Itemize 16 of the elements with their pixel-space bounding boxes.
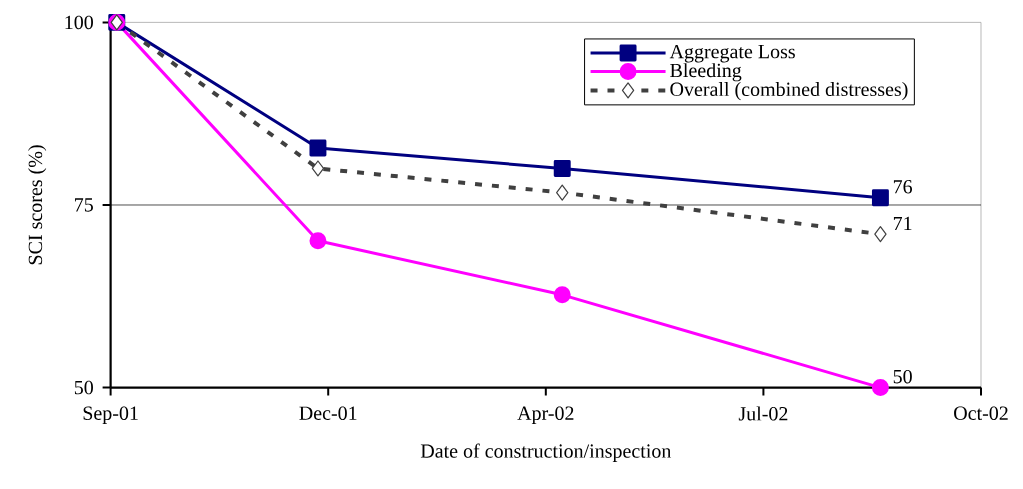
x-axis-title: Date of construction/inspection	[420, 443, 672, 462]
data-label: 71	[893, 216, 912, 230]
y-tick-label: 75	[75, 198, 93, 212]
legend-label: Aggregate Loss	[669, 44, 795, 63]
x-tick-label: Dec-01	[299, 406, 357, 420]
y-tick-label: 50	[74, 380, 93, 395]
x-tick-label: Jul-02	[738, 406, 788, 421]
legend-label: Overall (combined distresses)	[670, 82, 908, 101]
data-label: 76	[893, 180, 913, 194]
y-tick-label: 100	[65, 15, 93, 30]
y-axis-title: SCI scores (%)	[28, 145, 47, 265]
x-tick-label: Apr-02	[517, 406, 574, 425]
x-tick-label: Oct-02	[954, 406, 1008, 420]
x-tick-label: Sep-01	[83, 406, 138, 425]
legend-label: Bleeding	[670, 63, 742, 82]
data-label: 50	[893, 369, 912, 384]
